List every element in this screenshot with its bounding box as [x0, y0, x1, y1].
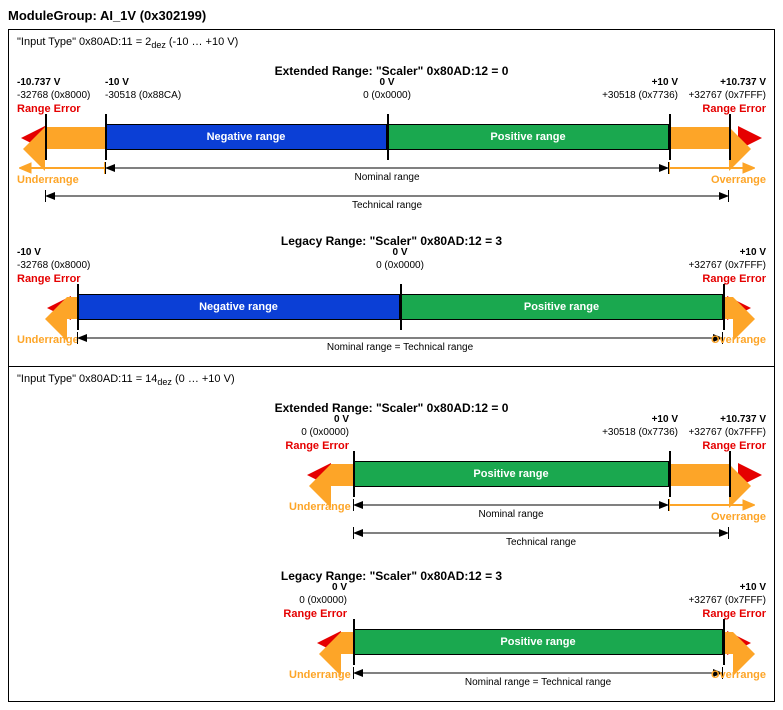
tick — [669, 451, 671, 497]
s1-title-prefix: "Input Type" 0x80AD:11 = 2 — [17, 36, 151, 48]
section2-title: "Input Type" 0x80AD:11 = 14dez (0 … +10 … — [17, 373, 766, 387]
section-bipolar: "Input Type" 0x80AD:11 = 2dez (-10 … +10… — [9, 30, 774, 366]
pos-label: Positive range — [524, 301, 599, 313]
pos-label: Positive range — [490, 131, 565, 143]
underrange-label: Underrange — [289, 501, 351, 513]
positive-range-bar: Positive range — [400, 294, 723, 320]
vlabel: +10 V+30518 (0x7736) — [602, 76, 678, 102]
vlabel: 0 V0 (0x0000) — [363, 76, 411, 102]
technical-label: Technical range — [506, 537, 576, 548]
vlabel: +10 V+32767 (0x7FFF)Range Error — [688, 246, 766, 286]
overrange-label: Overrange — [711, 511, 766, 523]
outer-box: "Input Type" 0x80AD:11 = 2dez (-10 … +10… — [8, 29, 775, 702]
s2-title-suffix: (0 … +10 V) — [172, 373, 235, 385]
s2l-bracket-row: Underrange Nominal range = Technical ran… — [17, 667, 766, 691]
tick — [729, 114, 731, 160]
nominal-technical-label: Nominal range = Technical range — [465, 677, 611, 688]
negative-range-bar: Negative range — [105, 124, 387, 150]
vlabel: -10 V-30518 (0x88CA) — [105, 76, 181, 102]
vlabel: 0 V0 (0x0000) — [376, 246, 424, 272]
positive-range-bar: Positive range — [387, 124, 669, 150]
negative-range-bar: Negative range — [77, 294, 400, 320]
underrange-arrow — [67, 297, 77, 319]
tick — [729, 451, 731, 497]
underrange-label: Underrange — [17, 334, 79, 346]
nominal-technical-label: Nominal range = Technical range — [327, 342, 473, 353]
underrange-label: Underrange — [289, 669, 351, 681]
positive-range-bar: Positive range — [353, 629, 723, 655]
tick — [723, 284, 725, 330]
underrange-arrow — [331, 464, 353, 486]
s1l-stage: Negative range Positive range -10 V-3276… — [17, 288, 766, 332]
overrange-arrow — [669, 127, 729, 149]
s2-title-prefix: "Input Type" 0x80AD:11 = 14 — [17, 373, 157, 385]
neg-label: Negative range — [207, 131, 286, 143]
overrange-arrow — [669, 464, 729, 486]
nominal-label: Nominal range — [478, 509, 543, 520]
tick — [77, 284, 79, 330]
s2-title-sub: dez — [157, 377, 172, 387]
tick — [353, 619, 355, 665]
section-unipolar: "Input Type" 0x80AD:11 = 14dez (0 … +10 … — [9, 366, 774, 701]
tick — [105, 114, 107, 160]
module-group-header: ModuleGroup: AI_1V (0x302199) — [8, 8, 775, 23]
s2e-stage: Positive range 0 V0 (0x0000)Range Error … — [17, 455, 766, 499]
tick — [669, 114, 671, 160]
overrange-label: Overrange — [711, 669, 766, 681]
vlabel: -10 V-32768 (0x8000)Range Error — [17, 246, 90, 286]
tick — [387, 114, 389, 160]
tick — [45, 114, 47, 160]
tick — [400, 284, 402, 330]
overrange-label: Overrange — [711, 334, 766, 346]
neg-label: Negative range — [199, 301, 278, 313]
vlabel: +10 V+30518 (0x7736) — [602, 413, 678, 439]
s2l-stage: Positive range 0 V0 (0x0000)Range Error … — [17, 623, 766, 667]
s1-title-sub: dez — [151, 40, 166, 50]
technical-label: Technical range — [352, 200, 422, 211]
underrange-arrow — [45, 127, 105, 149]
tick — [353, 451, 355, 497]
vlabel: -10.737 V-32768 (0x8000)Range Error — [17, 76, 90, 116]
nominal-label: Nominal range — [354, 172, 419, 183]
s2l-title: Legacy Range: "Scaler" 0x80AD:12 = 3 — [17, 569, 766, 583]
s1e-technical-row: Technical range — [17, 190, 766, 214]
section1-title: "Input Type" 0x80AD:11 = 2dez (-10 … +10… — [17, 36, 766, 50]
tick — [723, 619, 725, 665]
vlabel: +10 V+32767 (0x7FFF)Range Error — [688, 581, 766, 621]
s1l-bracket-row: Underrange Nominal range = Technical ran… — [17, 332, 766, 356]
vlabel: 0 V0 (0x0000)Range Error — [305, 413, 349, 453]
vlabel: +10.737 V+32767 (0x7FFF)Range Error — [688, 76, 766, 116]
s2e-technical-row: Technical range — [17, 527, 766, 551]
positive-range-bar: Positive range — [353, 461, 669, 487]
pos-label: Positive range — [473, 468, 548, 480]
pos-label: Positive range — [500, 636, 575, 648]
vlabel: 0 V0 (0x0000)Range Error — [305, 581, 347, 621]
s1e-nominal-row: Underrange Nominal range Overrange — [17, 162, 766, 186]
s1-title-suffix: (-10 … +10 V) — [166, 36, 238, 48]
s1e-stage: Negative range Positive range -10.737 V-… — [17, 118, 766, 162]
overrange-label: Overrange — [711, 174, 766, 186]
underrange-label: Underrange — [17, 174, 79, 186]
underrange-arrow — [341, 632, 353, 654]
s2e-nominal-row: Underrange Nominal range Overrange — [17, 499, 766, 523]
vlabel: +10.737 V+32767 (0x7FFF)Range Error — [688, 413, 766, 453]
